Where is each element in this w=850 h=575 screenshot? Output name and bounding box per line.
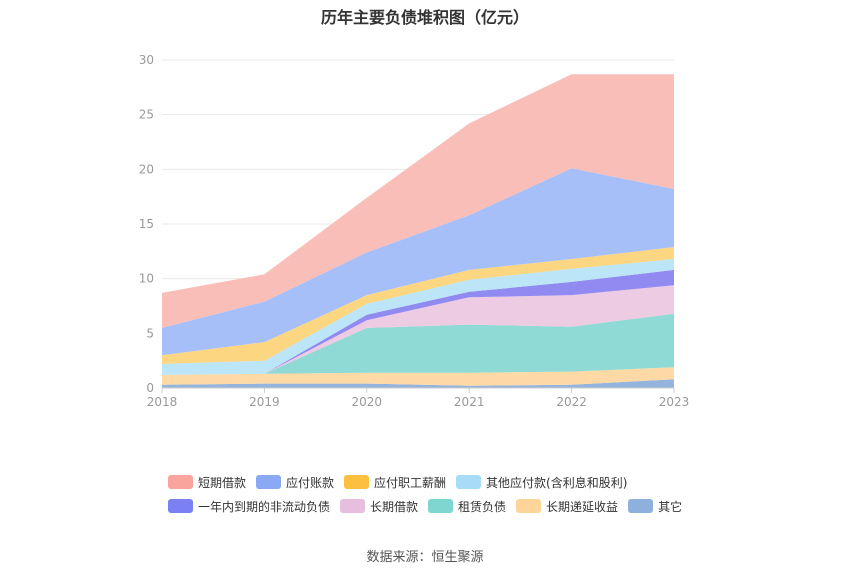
area-series-应付账款	[162, 168, 674, 356]
x-tick-label: 2023	[659, 395, 690, 409]
area-series-长期递延收益	[162, 367, 674, 386]
x-tick-label: 2021	[454, 395, 485, 409]
legend-item[interactable]: 应付账款	[256, 474, 334, 491]
y-tick-label: 30	[139, 53, 154, 67]
area-series	[162, 74, 674, 388]
y-tick-label: 25	[139, 108, 154, 122]
area-series-长期借款	[162, 285, 674, 375]
legend-item[interactable]: 一年内到期的非流动负债	[168, 498, 330, 515]
data-source-note: 数据来源：恒生聚源	[366, 550, 484, 565]
area-series-其他应付款(含利息和股利)	[162, 259, 674, 375]
legend-swatch	[516, 499, 542, 513]
legend-row-2: 一年内到期的非流动负债 长期借款 租赁负债 长期递延收益 其它	[168, 494, 728, 518]
legend-item[interactable]: 其它	[628, 498, 682, 515]
legend-row-1: 短期借款 应付账款 应付职工薪酬 其他应付款(含利息和股利)	[168, 470, 728, 494]
legend-swatch	[168, 475, 193, 489]
legend-swatch	[256, 475, 282, 489]
legend-label: 长期递延收益	[546, 499, 619, 514]
legend-item[interactable]: 长期借款	[340, 498, 418, 515]
legend-swatch	[456, 475, 482, 489]
legend-label: 其它	[658, 499, 683, 514]
area-series-租赁负债	[162, 313, 674, 375]
x-tick-label: 2022	[556, 395, 587, 409]
axes: 0 5 10 15 20 25 30 2018 2019 2020 2021 2022 2023	[139, 53, 690, 409]
legend-label: 长期借款	[370, 499, 419, 514]
legend-swatch	[628, 499, 654, 513]
legend-item[interactable]: 租赁负债	[428, 498, 506, 515]
legend-item[interactable]: 短期借款	[168, 474, 246, 491]
x-tick-label: 2020	[352, 395, 383, 409]
legend-swatch	[428, 499, 454, 513]
legend-swatch	[344, 475, 370, 489]
legend-label: 应付职工薪酬	[374, 475, 447, 490]
legend-label: 短期借款	[198, 475, 247, 490]
area-series-其它	[162, 379, 674, 388]
x-tick-label: 2018	[147, 395, 178, 409]
legend-item[interactable]: 其他应付款(含利息和股利)	[456, 474, 627, 491]
y-tick-label: 10	[139, 272, 154, 286]
legend-label: 租赁负债	[458, 499, 507, 514]
area-series-短期借款	[162, 74, 674, 328]
area-series-应付职工薪酬	[162, 247, 674, 364]
area-series-一年内到期的非流动负债	[162, 269, 674, 375]
legend-swatch	[340, 499, 366, 513]
chart-title: 历年主要负债堆积图（亿元）	[320, 8, 529, 27]
chart-legend: 短期借款 应付账款 应付职工薪酬 其他应付款(含利息和股利) 一年内到期的非流动…	[168, 470, 728, 518]
legend-label: 一年内到期的非流动负债	[198, 499, 331, 514]
y-tick-label: 20	[139, 162, 154, 176]
y-tick-label: 0	[146, 381, 154, 395]
legend-label: 其他应付款(含利息和股利)	[486, 475, 628, 490]
legend-item[interactable]: 应付职工薪酬	[344, 474, 446, 491]
legend-item[interactable]: 长期递延收益	[516, 498, 618, 515]
y-tick-label: 15	[139, 217, 154, 231]
y-tick-label: 5	[146, 326, 154, 340]
legend-swatch	[168, 499, 193, 513]
legend-label: 应付账款	[286, 475, 335, 490]
x-tick-label: 2019	[249, 395, 280, 409]
